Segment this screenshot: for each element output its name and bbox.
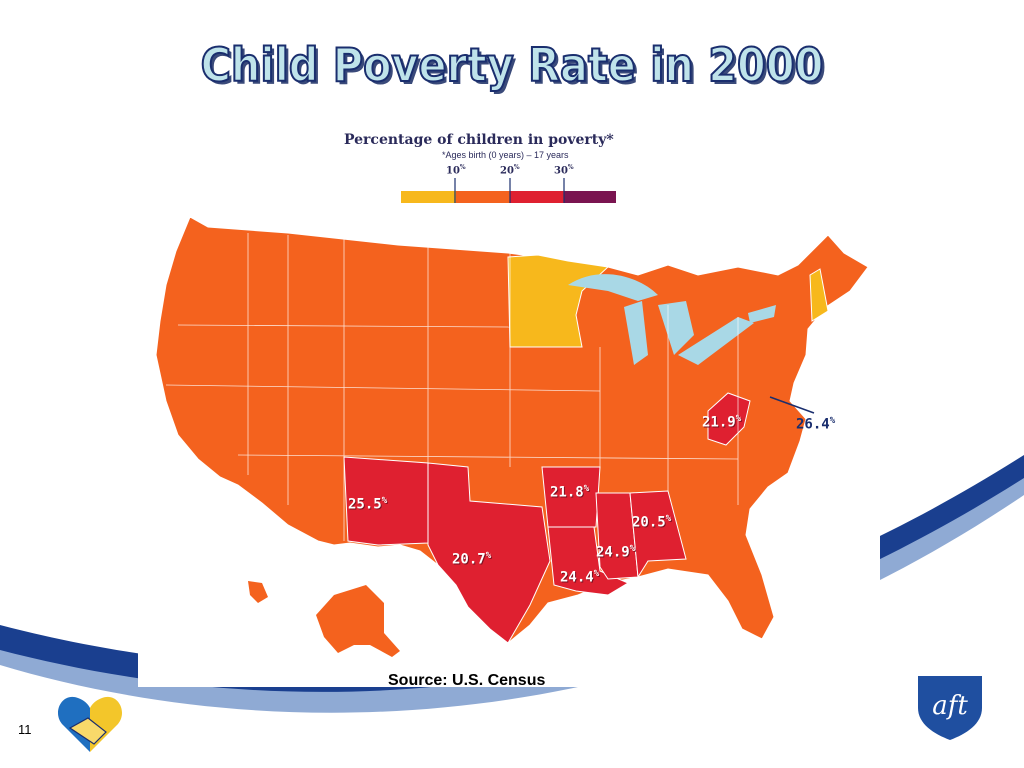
- heart-handshake-logo: [57, 696, 123, 752]
- alaska: [316, 585, 400, 657]
- page-number: 11: [18, 722, 32, 737]
- alabama: [629, 490, 687, 579]
- map-label-alabama: 20.5%: [632, 514, 672, 531]
- new-mexico: [343, 456, 429, 546]
- map-label-texas: 20.7%: [452, 551, 492, 568]
- svg-text:aft: aft: [932, 691, 968, 721]
- map-label-new-mexico: 25.5%: [348, 496, 388, 513]
- legend-subtitle: *Ages birth (0 years) – 17 years: [442, 150, 569, 160]
- texas: [427, 462, 551, 644]
- great-lakes: [568, 274, 776, 365]
- map-legend: Percentage of children in poverty* *Ages…: [336, 128, 684, 206]
- arkansas: [541, 466, 601, 528]
- legend-title: Percentage of children in poverty*: [344, 132, 614, 148]
- legend-color-bar: [401, 178, 616, 203]
- map-label-west-virginia: 21.9%: [702, 414, 742, 431]
- new-hampshire: [809, 268, 829, 322]
- map-label-district-of-columbia: 26.4%: [796, 416, 836, 433]
- map-label-louisiana: 24.4%: [560, 569, 600, 586]
- west-virginia: [707, 392, 751, 446]
- source-note: Source: U.S. Census: [388, 672, 546, 689]
- map-label-arkansas: 21.8%: [550, 484, 590, 501]
- hawaii: [248, 581, 268, 603]
- aft-logo: aft: [918, 676, 982, 740]
- legend-tick-30: 30%: [554, 164, 574, 177]
- slide-title: Child Poverty Rate in 2000: [200, 37, 825, 93]
- us-map: [138, 205, 880, 687]
- mississippi: [595, 492, 639, 580]
- legend-tick-20: 20%: [500, 164, 520, 177]
- legend-tick-10: 10%: [446, 164, 466, 177]
- map-label-mississippi: 24.9%: [596, 544, 636, 561]
